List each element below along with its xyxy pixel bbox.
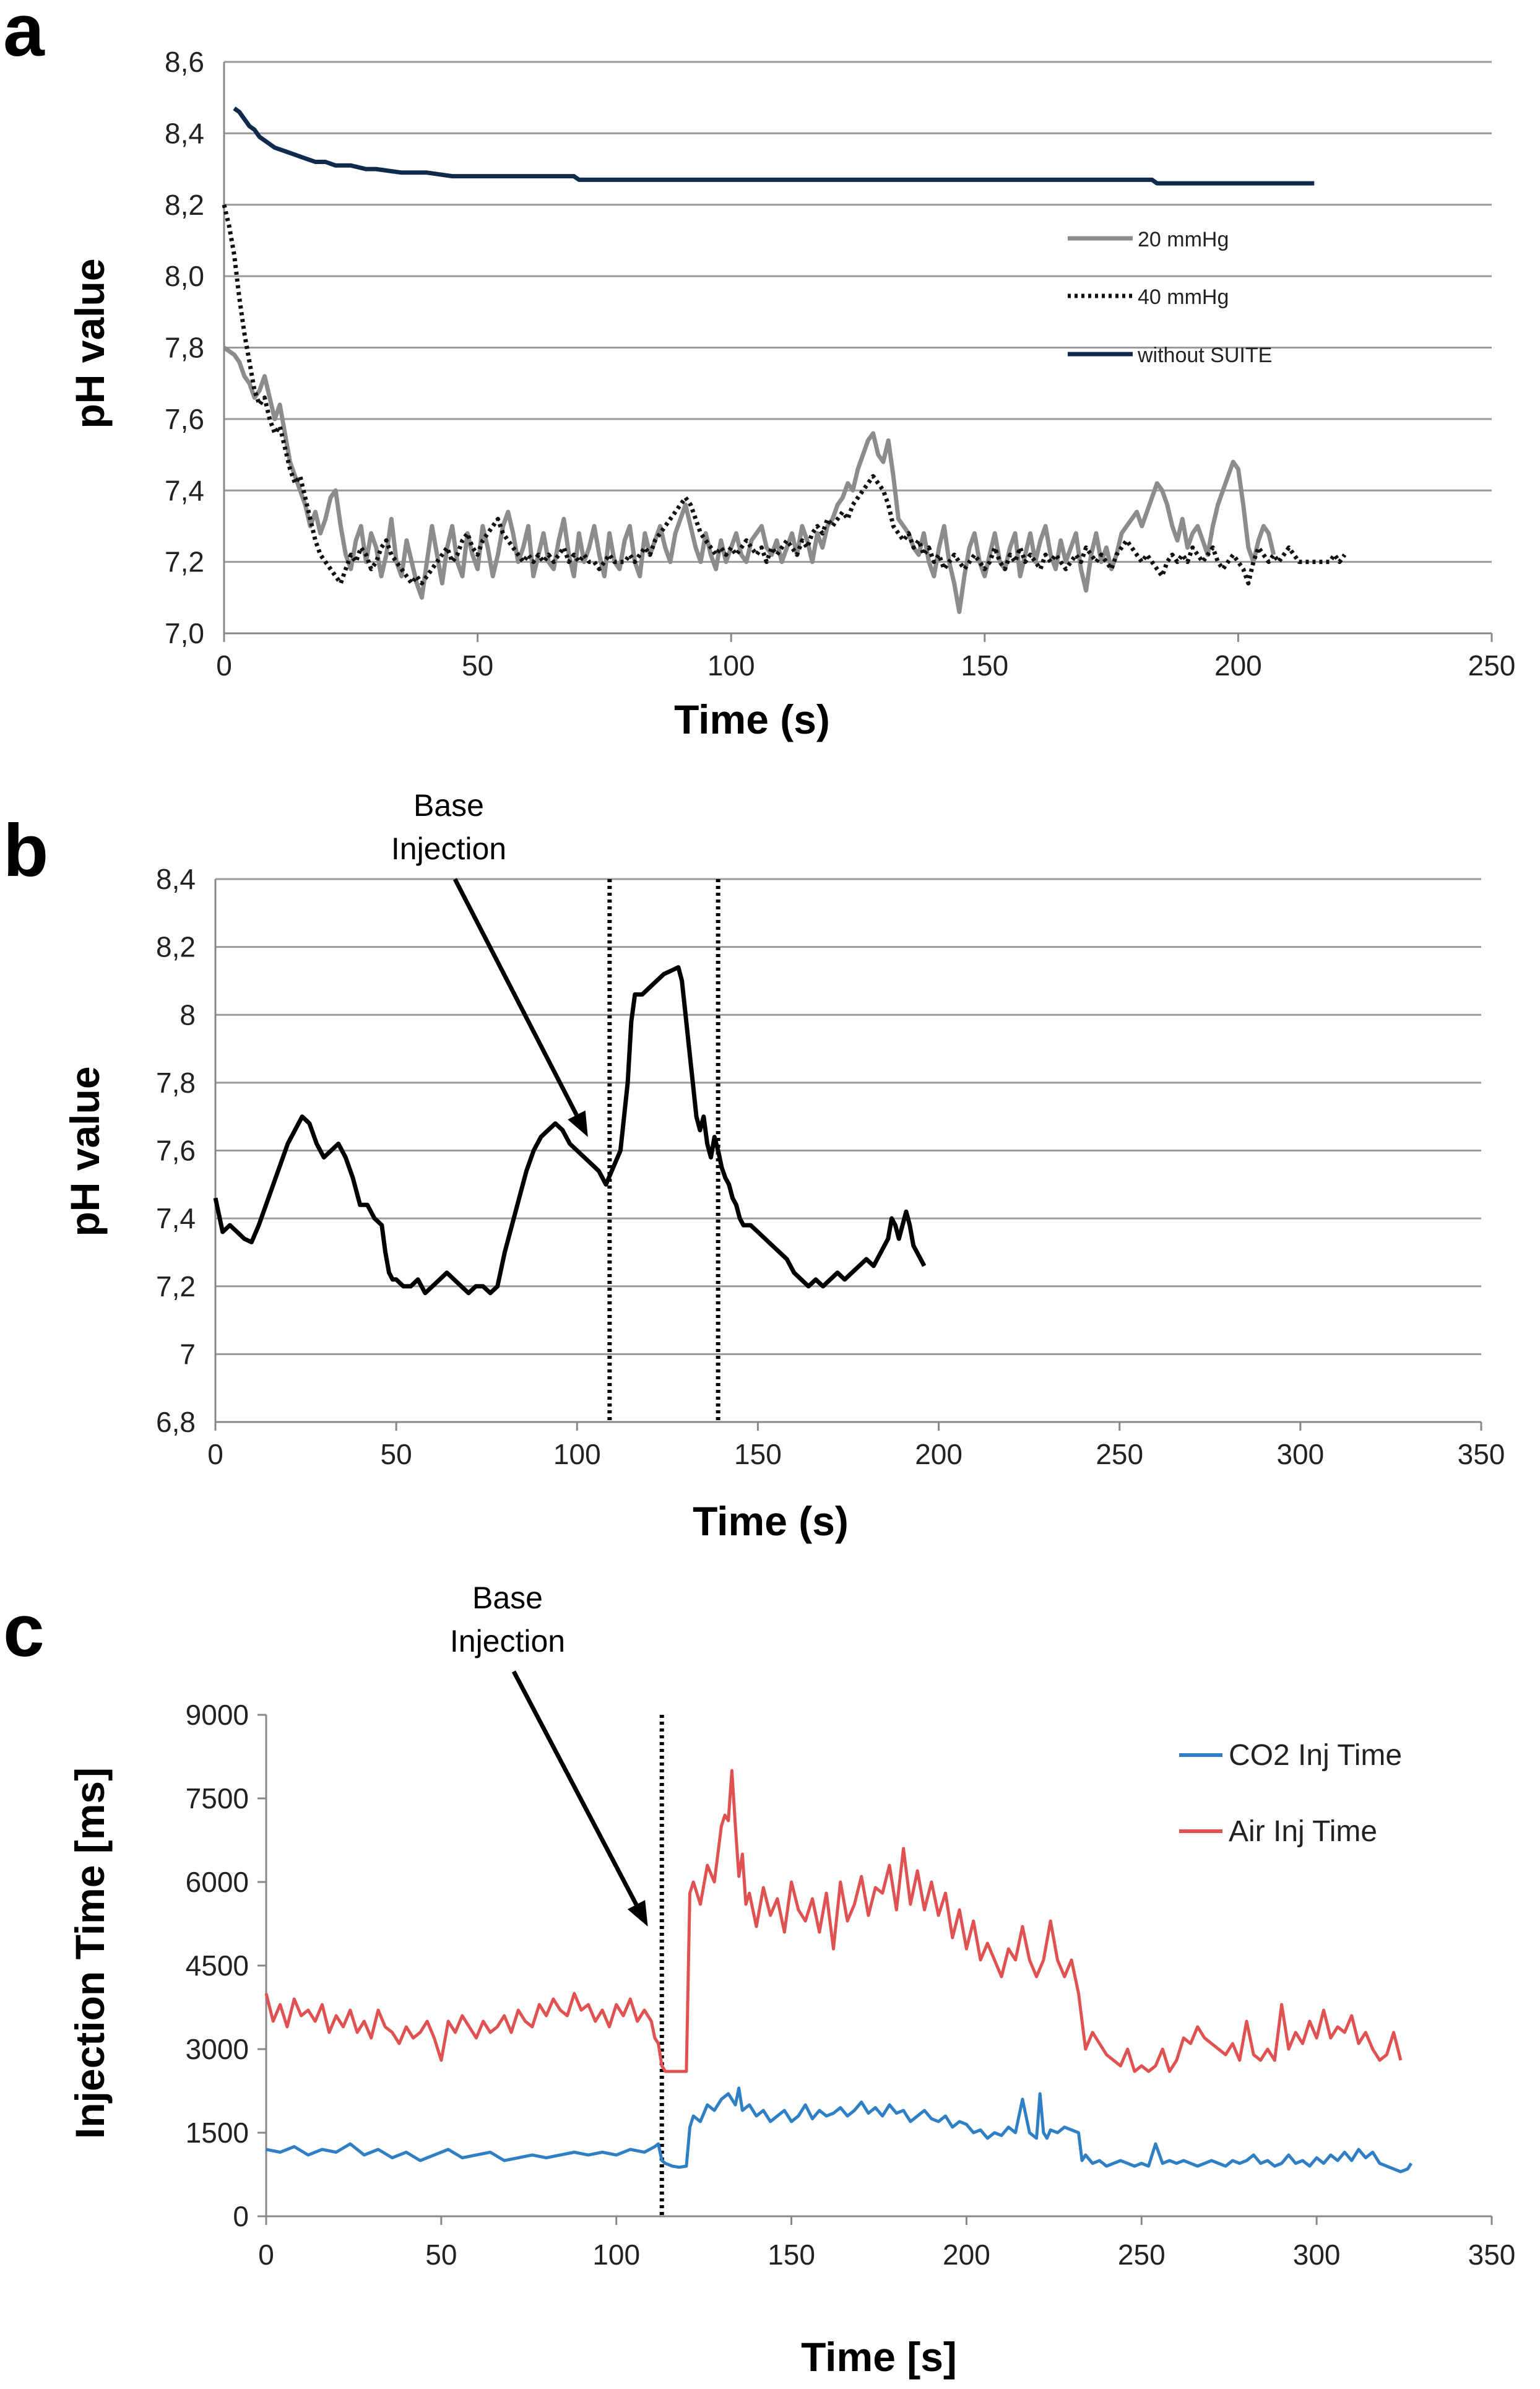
chart-a-y-tick-label: 7,4 — [165, 474, 204, 506]
chart-c-x-axis-label: Time [s] — [801, 2334, 957, 2380]
chart-b-y-tick-label: 7,6 — [156, 1135, 196, 1167]
chart-b-y-tick-label: 6,8 — [156, 1406, 196, 1438]
chart-a: 7,0 7,2 7,4 7,6 7,8 8,0 8,2 8,4 8,6 0 50 100 150 200… — [67, 46, 1515, 742]
chart-c-y-tick-label: 4500 — [186, 1949, 249, 1982]
chart-a-x-tick-label: 200 — [1214, 649, 1262, 682]
chart-b-y-tick-label: 8 — [180, 999, 196, 1031]
chart-b-x-tick-label: 350 — [1458, 1438, 1505, 1470]
legend-label-without-suite: without SUITE — [1137, 344, 1272, 367]
chart-a-y-tick-label: 7,8 — [165, 332, 204, 364]
chart-b-x-tick-labels: 0 50 100 150 200 250 300 350 — [207, 1422, 1505, 1470]
chart-b-y-tick-label: 7,4 — [156, 1202, 196, 1234]
chart-c-x-tick-labels: 0 50 100 150 200 250 300 350 — [258, 2216, 1515, 2271]
chart-b-y-tick-label: 7,8 — [156, 1067, 196, 1099]
series-line-20-mmhg — [222, 345, 1276, 614]
chart-c-x-tick-label: 250 — [1118, 2239, 1166, 2271]
chart-a-series — [222, 106, 1347, 614]
chart-c-annotation-arrowhead — [627, 1900, 648, 1927]
chart-b-gridlines — [215, 878, 1481, 1355]
chart-b-y-tick-label: 7 — [180, 1338, 196, 1370]
chart-c-x-tick-label: 150 — [768, 2239, 815, 2271]
chart-c-y-tick-label: 0 — [233, 2200, 249, 2232]
chart-c-y-tick-labels: 0 1500 3000 4500 6000 7500 9000 — [186, 1699, 266, 2232]
chart-b: 6,8 7 7,2 7,4 7,6 7,8 8 8,2 8,4 0 50 100 150 200 250 3… — [62, 788, 1505, 1544]
chart-b-annotation-arrowhead — [568, 1110, 588, 1137]
chart-a-y-tick-label: 8,4 — [165, 117, 204, 149]
series-line-air-inj-time — [264, 1769, 1403, 2073]
chart-a-x-tick-labels: 0 50 100 150 200 250 — [216, 633, 1515, 682]
chart-b-y-axis-label: pH value — [62, 1066, 108, 1236]
chart-c-annotation-line-2: Injection — [450, 1624, 565, 1658]
chart-c-x-tick-label: 300 — [1293, 2239, 1341, 2271]
chart-b-y-tick-label: 8,4 — [156, 863, 196, 895]
chart-b-x-tick-label: 0 — [207, 1438, 223, 1470]
chart-b-x-axis-label: Time (s) — [693, 1498, 849, 1544]
chart-c-y-tick-label: 7500 — [186, 1782, 249, 1815]
panel-letter-a: a — [3, 0, 45, 72]
chart-c-x-tick-label: 0 — [258, 2239, 274, 2271]
chart-b-y-tick-label: 8,2 — [156, 931, 196, 963]
chart-a-y-tick-label: 8,2 — [165, 189, 204, 221]
chart-b-x-tick-label: 100 — [553, 1438, 601, 1470]
chart-b-x-tick-label: 300 — [1276, 1438, 1324, 1470]
chart-b-y-tick-label: 7,2 — [156, 1270, 196, 1303]
series-line-co2-inj-time — [266, 2086, 1413, 2174]
chart-c-legend: CO2 Inj Time Air Inj Time — [1179, 1739, 1402, 1848]
legend-label-40-mmhg: 40 mmHg — [1138, 285, 1229, 309]
chart-b-annotation-line-2: Injection — [391, 831, 506, 866]
chart-c-y-axis-label: Injection Time [ms] — [67, 1767, 113, 2139]
chart-b-x-tick-label: 200 — [915, 1438, 962, 1470]
chart-b-series — [213, 965, 927, 1296]
chart-a-y-tick-label: 7,6 — [165, 403, 204, 435]
panel-letter-b: b — [3, 809, 48, 892]
legend-label-co2-inj-time: CO2 Inj Time — [1229, 1739, 1402, 1772]
chart-c-annotation: Base Injection — [450, 1580, 648, 1927]
legend-label-air-inj-time: Air Inj Time — [1229, 1815, 1377, 1848]
chart-a-gridlines — [224, 61, 1492, 563]
chart-b-annotation-line-1: Base — [413, 788, 484, 823]
chart-a-y-tick-label: 7,2 — [165, 546, 204, 578]
chart-c-y-tick-label: 3000 — [186, 2033, 249, 2065]
chart-b-base-injection-markers — [607, 879, 720, 1422]
series-line-without-suite — [233, 106, 1315, 186]
series-line-ph — [213, 965, 927, 1296]
chart-c-x-tick-label: 100 — [592, 2239, 640, 2271]
chart-a-x-tick-label: 150 — [961, 649, 1008, 682]
chart-c-y-tick-label: 6000 — [186, 1866, 249, 1898]
legend-label-20-mmhg: 20 mmHg — [1138, 228, 1229, 251]
chart-a-y-tick-label: 7,0 — [165, 617, 204, 649]
chart-b-x-tick-label: 50 — [381, 1438, 412, 1470]
chart-a-legend: 20 mmHg 40 mmHg without SUITE — [1068, 228, 1272, 367]
chart-b-x-tick-label: 150 — [734, 1438, 782, 1470]
chart-a-y-tick-labels: 7,0 7,2 7,4 7,6 7,8 8,0 8,2 8,4 8,6 — [165, 46, 204, 649]
chart-a-x-tick-label: 100 — [707, 649, 755, 682]
chart-c-x-tick-label: 50 — [425, 2239, 457, 2271]
chart-c-x-tick-label: 200 — [943, 2239, 990, 2271]
chart-a-y-tick-label: 8,6 — [165, 46, 204, 78]
chart-b-annotation-arrow — [452, 878, 579, 1116]
chart-c-y-tick-label: 9000 — [186, 1699, 249, 1731]
chart-a-x-tick-label: 250 — [1468, 649, 1516, 682]
chart-b-y-tick-labels: 6,8 7 7,2 7,4 7,6 7,8 8 8,2 8,4 — [156, 863, 196, 1438]
chart-c: 0 1500 3000 4500 6000 7500 9000 0 50 100 150 200 25… — [67, 1580, 1515, 2380]
chart-c-y-tick-label: 1500 — [186, 2117, 249, 2149]
chart-a-x-axis-label: Time (s) — [674, 696, 830, 742]
chart-c-series — [264, 1769, 1413, 2174]
chart-c-x-tick-label: 350 — [1468, 2239, 1516, 2271]
chart-a-x-tick-label: 0 — [216, 649, 232, 682]
series-line-40-mmhg — [222, 204, 1347, 586]
chart-c-annotation-arrow — [511, 1670, 639, 1906]
chart-a-x-tick-label: 50 — [462, 649, 493, 682]
chart-c-annotation-line-1: Base — [472, 1580, 543, 1615]
panel-letter-c: c — [3, 1589, 45, 1672]
chart-b-annotation: Base Injection — [391, 788, 588, 1137]
chart-a-y-tick-label: 8,0 — [165, 260, 204, 292]
chart-a-y-axis-label: pH value — [67, 258, 113, 428]
chart-b-x-tick-label: 250 — [1096, 1438, 1143, 1470]
